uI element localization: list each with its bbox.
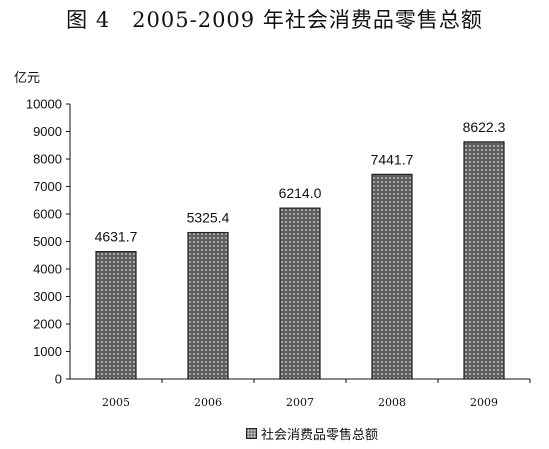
y-tick-label: 7000	[33, 179, 62, 194]
x-tick-label-2005: 2005	[102, 396, 130, 409]
x-tick-label-2007: 2007	[286, 396, 314, 409]
y-tick-label: 2000	[33, 317, 62, 332]
bar-2006	[187, 231, 229, 380]
y-tick-label: 3000	[33, 289, 62, 304]
chart-title: 图 4 2005-2009 年社会消费品零售总额	[66, 8, 483, 32]
y-tick-label: 4000	[33, 262, 62, 277]
bar-2008	[371, 173, 413, 380]
bar-2007	[279, 207, 321, 380]
y-tick-label: 0	[55, 372, 62, 387]
legend-label: 社会消费品零售总额	[261, 428, 379, 443]
y-axis-unit-label: 亿元	[14, 71, 40, 86]
y-tick-label: 10000	[26, 97, 62, 112]
legend: 社会消费品零售总额	[246, 424, 378, 443]
y-tick-label: 6000	[33, 207, 62, 222]
data-label-2007: 6214.0	[279, 185, 322, 201]
bar-2005	[95, 251, 137, 380]
x-tick-label-2006: 2006	[194, 396, 222, 409]
y-tick-label: 8000	[33, 152, 62, 167]
x-tick-label-2008: 2008	[378, 396, 406, 409]
data-label-2006: 5325.4	[187, 210, 230, 226]
data-label-2008: 7441.7	[371, 151, 414, 167]
y-tick-label: 5000	[33, 234, 62, 249]
x-tick-label-2009: 2009	[470, 396, 498, 409]
y-tick-label: 9000	[33, 124, 62, 139]
data-label-2005: 4631.7	[95, 229, 138, 245]
y-tick-label: 1000	[33, 344, 62, 359]
legend-swatch	[246, 428, 257, 439]
bar-2009	[463, 141, 505, 380]
data-label-2009: 8622.3	[463, 119, 506, 135]
